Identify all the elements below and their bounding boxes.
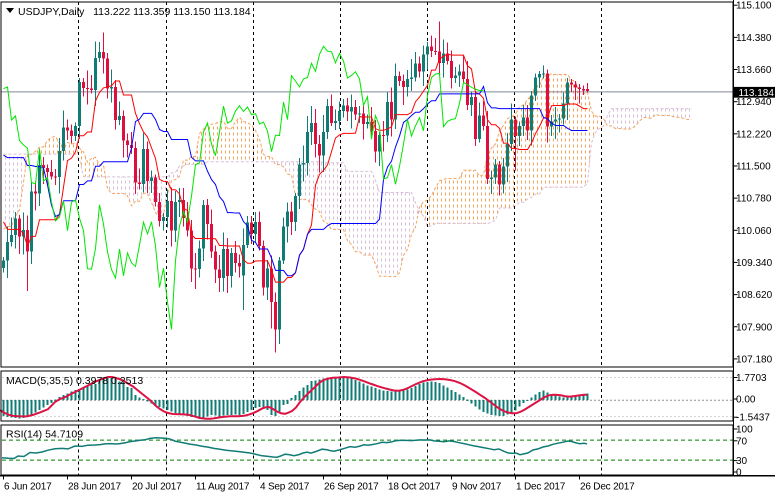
svg-text:26 Sep 2017: 26 Sep 2017 xyxy=(324,482,379,493)
svg-text:110.060: 110.060 xyxy=(736,226,772,237)
svg-text:MACD(5,35,5) 0.3978 0.2513: MACD(5,35,5) 0.3978 0.2513 xyxy=(6,375,143,387)
svg-text:9 Nov 2017: 9 Nov 2017 xyxy=(452,482,502,493)
svg-text:109.340: 109.340 xyxy=(736,258,773,269)
svg-text:113.184: 113.184 xyxy=(739,88,775,99)
svg-text:100: 100 xyxy=(736,425,753,436)
svg-text:108.620: 108.620 xyxy=(736,290,773,301)
svg-text:115.100: 115.100 xyxy=(736,1,772,12)
svg-text:111.500: 111.500 xyxy=(736,161,771,172)
svg-text:113.660: 113.660 xyxy=(736,65,772,76)
svg-text:112.220: 112.220 xyxy=(736,129,772,140)
svg-text:4 Sep 2017: 4 Sep 2017 xyxy=(260,482,310,493)
svg-text:0.00: 0.00 xyxy=(736,395,756,406)
svg-text:-1.5437: -1.5437 xyxy=(736,413,770,424)
svg-text:107.180: 107.180 xyxy=(736,354,773,365)
svg-text:70: 70 xyxy=(736,436,748,447)
svg-text:18 Oct 2017: 18 Oct 2017 xyxy=(388,482,441,493)
svg-text:1.7703: 1.7703 xyxy=(736,373,767,384)
svg-text:11 Aug 2017: 11 Aug 2017 xyxy=(196,482,250,493)
svg-text:RSI(14) 54.7109: RSI(14) 54.7109 xyxy=(6,429,83,441)
svg-text:112.940: 112.940 xyxy=(736,97,772,108)
svg-text:30: 30 xyxy=(736,456,748,467)
svg-text:1 Dec 2017: 1 Dec 2017 xyxy=(516,482,566,493)
svg-text:20 Jul 2017: 20 Jul 2017 xyxy=(132,482,182,493)
svg-text:114.380: 114.380 xyxy=(736,33,772,44)
svg-text:107.900: 107.900 xyxy=(736,322,773,333)
svg-text:110.780: 110.780 xyxy=(736,194,772,205)
svg-text:6 Jun 2017: 6 Jun 2017 xyxy=(4,482,52,493)
svg-text:USDJPY,Daily 113.222 113.359: USDJPY,Daily 113.222 113.359 113.150 113… xyxy=(18,6,251,18)
svg-text:26 Dec 2017: 26 Dec 2017 xyxy=(580,482,635,493)
svg-text:0: 0 xyxy=(736,468,742,479)
svg-text:28 Jun 2017: 28 Jun 2017 xyxy=(68,482,121,493)
